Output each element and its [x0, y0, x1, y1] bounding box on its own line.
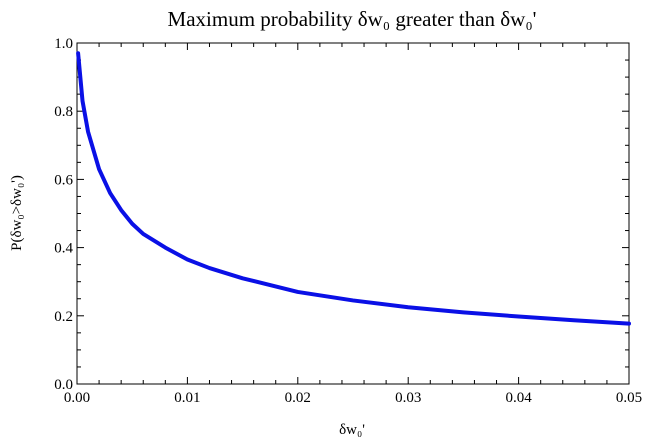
series-line — [76, 51, 631, 326]
y-tick-label: 0.6 — [54, 172, 73, 188]
x-tick-label: 0.00 — [64, 390, 90, 406]
axis-tick-labels: 0.00 0.01 0.02 0.03 0.04 0.05 0.0 0.2 0.4 0.6 0.8 1… — [54, 36, 642, 406]
y-axis-label: P(δw₀>δw₀') — [9, 175, 25, 251]
y-tick-label: 0.0 — [54, 377, 73, 393]
x-tick-label: 0.03 — [395, 390, 421, 406]
x-tick-label: 0.01 — [174, 390, 200, 406]
x-axis-label: δw₀' — [339, 422, 365, 438]
chart-title: Maximum probability δw₀ greater than δw₀… — [168, 7, 537, 31]
y-tick-label: 1.0 — [54, 36, 73, 52]
axis-ticks — [76, 42, 630, 385]
x-tick-label: 0.02 — [285, 390, 311, 406]
x-tick-label: 0.05 — [616, 390, 642, 406]
x-tick-label: 0.04 — [505, 390, 532, 406]
y-tick-label: 0.4 — [54, 241, 73, 257]
y-tick-label: 0.2 — [54, 309, 73, 325]
plot-frame — [76, 42, 630, 385]
y-tick-label: 0.8 — [54, 104, 73, 120]
